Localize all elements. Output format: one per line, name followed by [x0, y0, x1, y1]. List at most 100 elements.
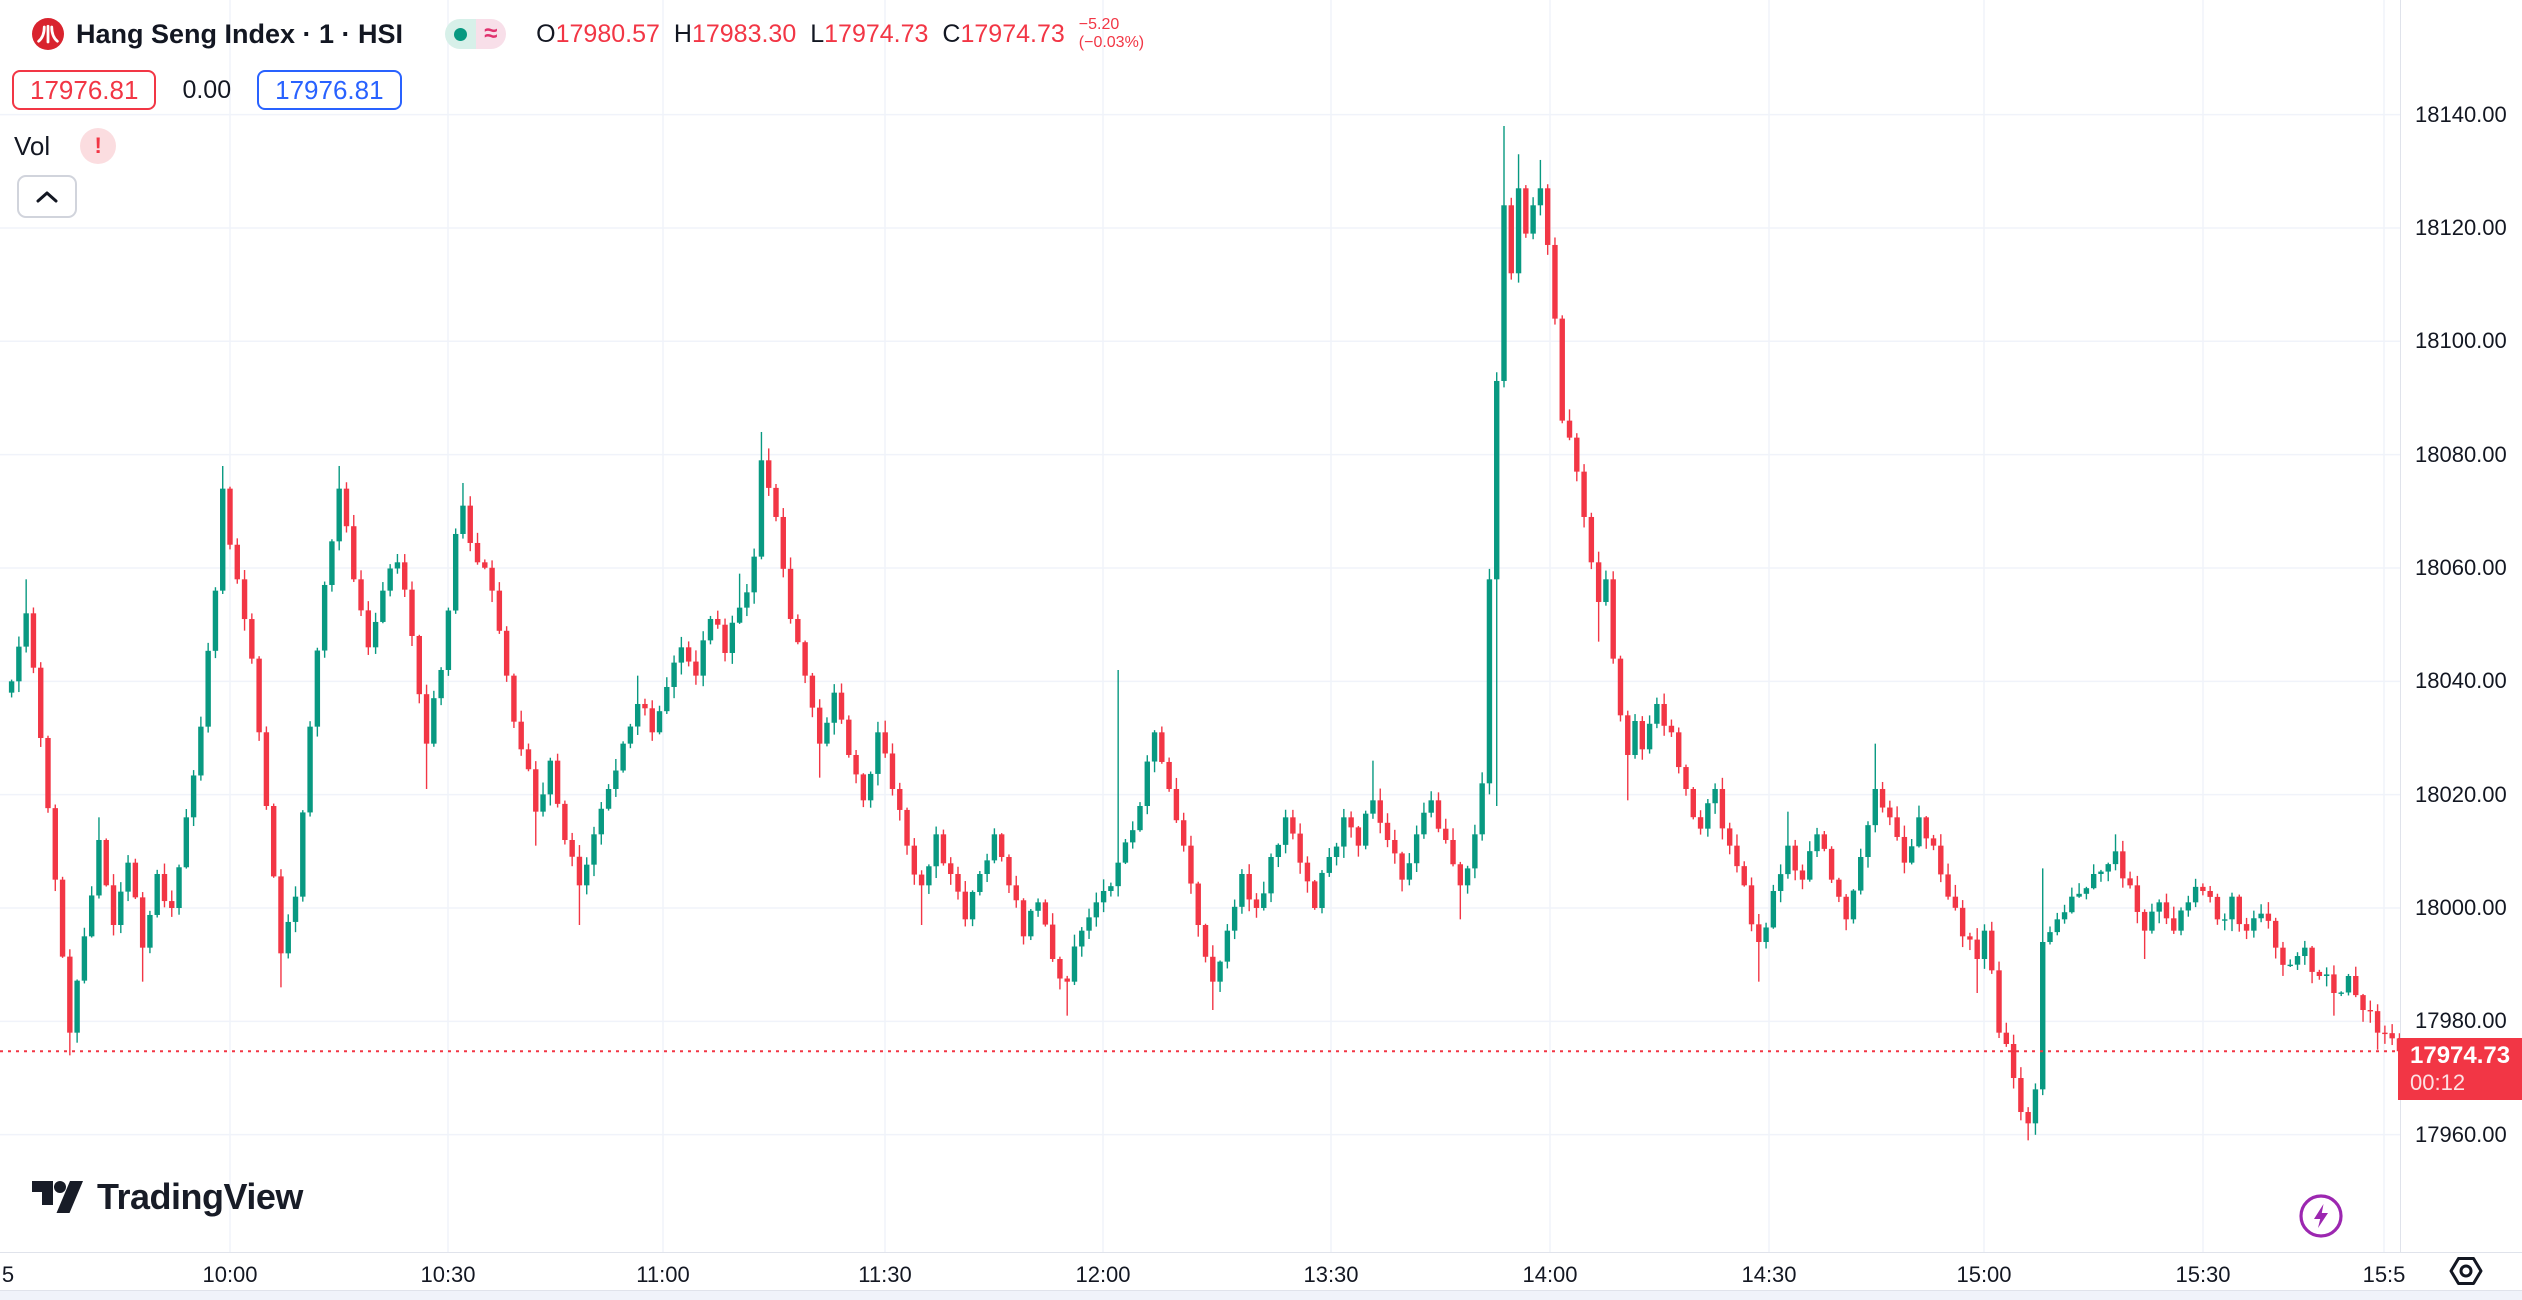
time-axis-label: 10:00: [202, 1262, 258, 1287]
candle-body: [372, 621, 379, 648]
candle-body: [1981, 930, 1988, 960]
candle-body: [1537, 188, 1544, 206]
candle-body: [2134, 885, 2141, 912]
candle-body: [897, 788, 903, 810]
price-axis-label: 17980.00: [2415, 1008, 2507, 1034]
candle-body: [336, 488, 342, 542]
horizontal-scrollbar[interactable]: [0, 1290, 2522, 1300]
candle-body: [489, 567, 495, 591]
candle-body: [831, 692, 837, 723]
candle-body: [1552, 244, 1558, 319]
lightning-bolt-icon: [2299, 1194, 2343, 1238]
candle-body: [1435, 800, 1442, 829]
price-axis-label: 18120.00: [2415, 214, 2507, 240]
candle-body: [1028, 910, 1034, 937]
candle-body: [176, 867, 182, 908]
symbol-title[interactable]: Hang Seng Index · 1 · HSI: [76, 18, 404, 49]
candle-body: [656, 711, 663, 733]
candle-body: [1814, 834, 1820, 852]
candle-body: [1952, 896, 1959, 908]
candle-body: [1290, 817, 1296, 834]
candle-body: [1930, 838, 1937, 846]
candle-body: [1326, 856, 1332, 873]
instant-order-button[interactable]: [2297, 1192, 2345, 1245]
candle-body: [744, 592, 750, 608]
time-axis-label: 5: [1, 1262, 15, 1287]
candle-body: [605, 788, 612, 809]
market-status-toggle[interactable]: ≈: [445, 19, 507, 49]
candle-body: [2083, 888, 2090, 894]
candle-body: [365, 610, 372, 648]
candle-body: [2302, 947, 2308, 957]
volume-warning-icon[interactable]: !: [80, 128, 117, 164]
candle-body: [1064, 978, 1070, 982]
candle-body: [467, 505, 473, 543]
candle-body: [1020, 900, 1027, 937]
candle-body: [634, 703, 641, 727]
candle-body: [154, 873, 160, 915]
candle-body: [2040, 942, 2046, 1090]
candle-body: [1399, 853, 1405, 880]
candle-body: [882, 732, 888, 754]
axis-settings-button[interactable]: [2449, 1255, 2483, 1292]
candle-body: [2243, 924, 2250, 931]
candle-body: [1625, 715, 1631, 755]
candle-body: [2258, 913, 2264, 919]
volume-label[interactable]: Vol: [14, 130, 51, 161]
quote-row: 17976.81 0.00 17976.81: [12, 70, 402, 110]
candle-body: [409, 589, 415, 636]
candle-body: [1639, 720, 1646, 750]
price-axis-label: 18000.00: [2415, 895, 2507, 920]
candle-body: [642, 703, 648, 709]
collapse-legend-button[interactable]: [17, 175, 77, 218]
candle-body: [431, 698, 437, 744]
price-axis-label: 18020.00: [2415, 781, 2507, 807]
candle-body: [1726, 828, 1733, 846]
candle-body: [45, 737, 51, 809]
candle-body: [1275, 844, 1282, 857]
candle-body: [2236, 896, 2242, 925]
time-axis-label: 15:30: [2175, 1262, 2231, 1287]
candle-body: [1443, 828, 1449, 840]
buy-price-button[interactable]: 17976.81: [257, 70, 402, 110]
candle-body: [955, 873, 961, 892]
candle-body: [518, 721, 524, 750]
candle-body: [525, 749, 532, 770]
candle-body: [2229, 896, 2235, 920]
price-axis-label: 18140.00: [2415, 101, 2507, 127]
sell-price-button[interactable]: 17976.81: [12, 70, 157, 110]
candle-body: [198, 726, 204, 776]
candle-body: [2331, 974, 2337, 994]
candle-body: [1115, 862, 1121, 887]
candle-body: [1617, 658, 1624, 716]
candle-body: [1246, 873, 1252, 900]
tradingview-logo[interactable]: TradingView: [31, 1176, 303, 1218]
time-axis-label: 15:5: [2362, 1262, 2406, 1287]
candle-body: [1530, 205, 1536, 234]
candle-body: [1472, 834, 1478, 869]
candle-body: [460, 505, 466, 534]
candle-body: [540, 794, 546, 812]
candle-body: [351, 526, 357, 580]
candle-body: [2105, 864, 2111, 872]
volume-indicator-row: Vol !: [14, 128, 117, 164]
candle-body: [1610, 579, 1616, 659]
candle-body: [482, 562, 488, 568]
chart-pane[interactable]: [0, 0, 2400, 1252]
candle-body: [926, 866, 932, 886]
candle-body: [787, 568, 794, 619]
candle-body: [838, 692, 845, 720]
candle-body: [1392, 839, 1398, 854]
candle-body: [1486, 579, 1493, 784]
candle-body: [1377, 800, 1383, 823]
candle-body: [2251, 918, 2257, 931]
candle-body: [2076, 893, 2082, 897]
candle-body: [1785, 845, 1791, 875]
candle-body: [1108, 886, 1114, 891]
gear-icon: [2449, 1257, 2483, 1285]
candle-body: [2090, 873, 2097, 889]
candle-body: [1253, 899, 1260, 908]
candle-body: [1093, 902, 1100, 918]
candle-body: [715, 618, 721, 625]
